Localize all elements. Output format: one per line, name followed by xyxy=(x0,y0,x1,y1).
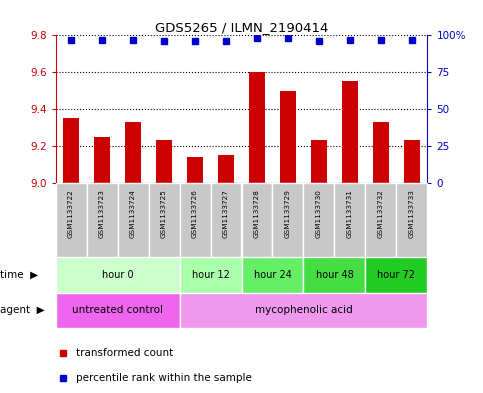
Text: GSM1133733: GSM1133733 xyxy=(409,189,415,238)
Bar xyxy=(303,257,366,293)
Bar xyxy=(311,140,327,183)
Text: percentile rank within the sample: percentile rank within the sample xyxy=(76,373,252,383)
Bar xyxy=(397,183,427,257)
Bar xyxy=(56,293,180,328)
Bar xyxy=(180,293,427,328)
Text: GSM1133727: GSM1133727 xyxy=(223,189,229,238)
Bar xyxy=(342,81,358,183)
Text: hour 12: hour 12 xyxy=(192,270,229,280)
Bar xyxy=(180,183,211,257)
Text: GSM1133725: GSM1133725 xyxy=(161,189,167,238)
Text: mycophenolic acid: mycophenolic acid xyxy=(255,305,353,316)
Bar xyxy=(149,183,180,257)
Text: GSM1133731: GSM1133731 xyxy=(347,189,353,238)
Bar xyxy=(373,122,389,183)
Bar xyxy=(242,257,303,293)
Bar xyxy=(94,137,110,183)
Bar xyxy=(280,91,296,183)
Bar xyxy=(366,257,427,293)
Bar xyxy=(187,157,203,183)
Text: untreated control: untreated control xyxy=(72,305,163,316)
Text: hour 0: hour 0 xyxy=(102,270,133,280)
Bar xyxy=(242,183,272,257)
Text: hour 48: hour 48 xyxy=(315,270,354,280)
Text: GSM1133724: GSM1133724 xyxy=(130,189,136,238)
Text: hour 24: hour 24 xyxy=(254,270,291,280)
Text: GSM1133732: GSM1133732 xyxy=(378,189,384,238)
Bar xyxy=(180,257,242,293)
Bar xyxy=(211,183,242,257)
Bar xyxy=(156,140,172,183)
Bar xyxy=(303,183,334,257)
Bar xyxy=(117,183,149,257)
Text: hour 72: hour 72 xyxy=(377,270,415,280)
Bar xyxy=(56,183,86,257)
Text: transformed count: transformed count xyxy=(76,348,173,358)
Bar xyxy=(249,72,265,183)
Bar xyxy=(404,140,420,183)
Text: GSM1133723: GSM1133723 xyxy=(99,189,105,238)
Text: GSM1133728: GSM1133728 xyxy=(254,189,260,238)
Bar xyxy=(56,257,180,293)
Bar xyxy=(366,183,397,257)
Title: GDS5265 / ILMN_2190414: GDS5265 / ILMN_2190414 xyxy=(155,21,328,34)
Text: GSM1133729: GSM1133729 xyxy=(285,189,291,238)
Text: GSM1133730: GSM1133730 xyxy=(316,189,322,238)
Text: time  ▶: time ▶ xyxy=(0,270,38,280)
Bar xyxy=(272,183,303,257)
Text: agent  ▶: agent ▶ xyxy=(0,305,44,316)
Bar xyxy=(218,155,234,183)
Text: GSM1133722: GSM1133722 xyxy=(68,189,74,238)
Bar xyxy=(86,183,117,257)
Bar xyxy=(335,183,366,257)
Bar xyxy=(63,118,79,183)
Text: GSM1133726: GSM1133726 xyxy=(192,189,198,238)
Bar xyxy=(125,122,141,183)
